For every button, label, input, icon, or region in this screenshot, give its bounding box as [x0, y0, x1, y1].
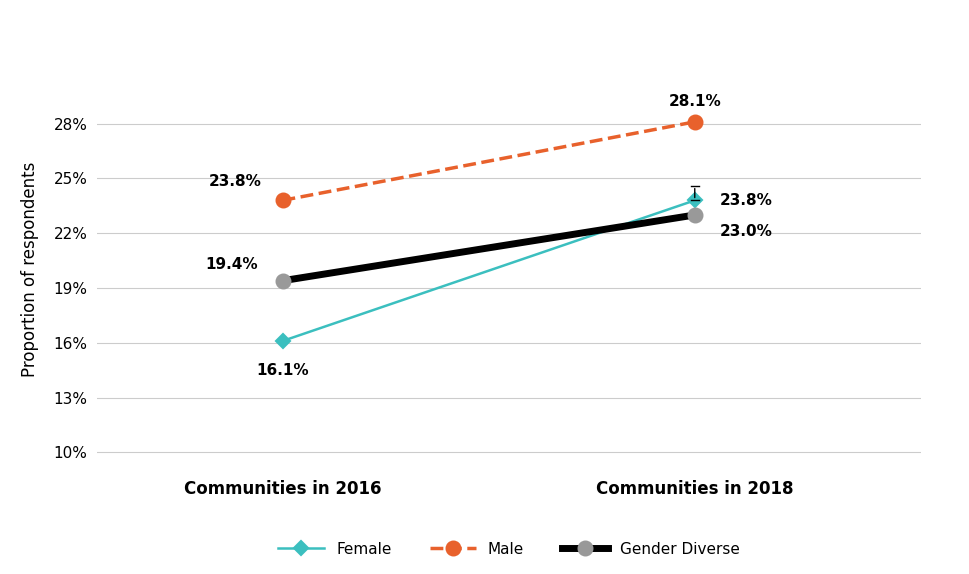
Female — [688, 197, 700, 204]
Line: Gender Diverse: Gender Diverse — [275, 208, 701, 288]
Text: 19.4%: 19.4% — [204, 257, 258, 272]
Text: 23.0%: 23.0% — [719, 224, 771, 239]
Female — [276, 338, 288, 344]
Text: 28.1%: 28.1% — [668, 94, 720, 109]
Y-axis label: Proportion of respondents: Proportion of respondents — [21, 162, 40, 378]
Text: 23.8%: 23.8% — [208, 174, 262, 189]
Legend: Female, Male, Gender Diverse: Female, Male, Gender Diverse — [272, 536, 745, 564]
Male — [688, 118, 700, 125]
Text: 16.1%: 16.1% — [256, 363, 308, 378]
Line: Female: Female — [277, 196, 699, 346]
Line: Male: Male — [275, 115, 701, 207]
Male — [276, 197, 288, 204]
Gender Diverse — [688, 212, 700, 219]
Text: 23.8%: 23.8% — [719, 193, 771, 208]
Gender Diverse — [276, 277, 288, 284]
